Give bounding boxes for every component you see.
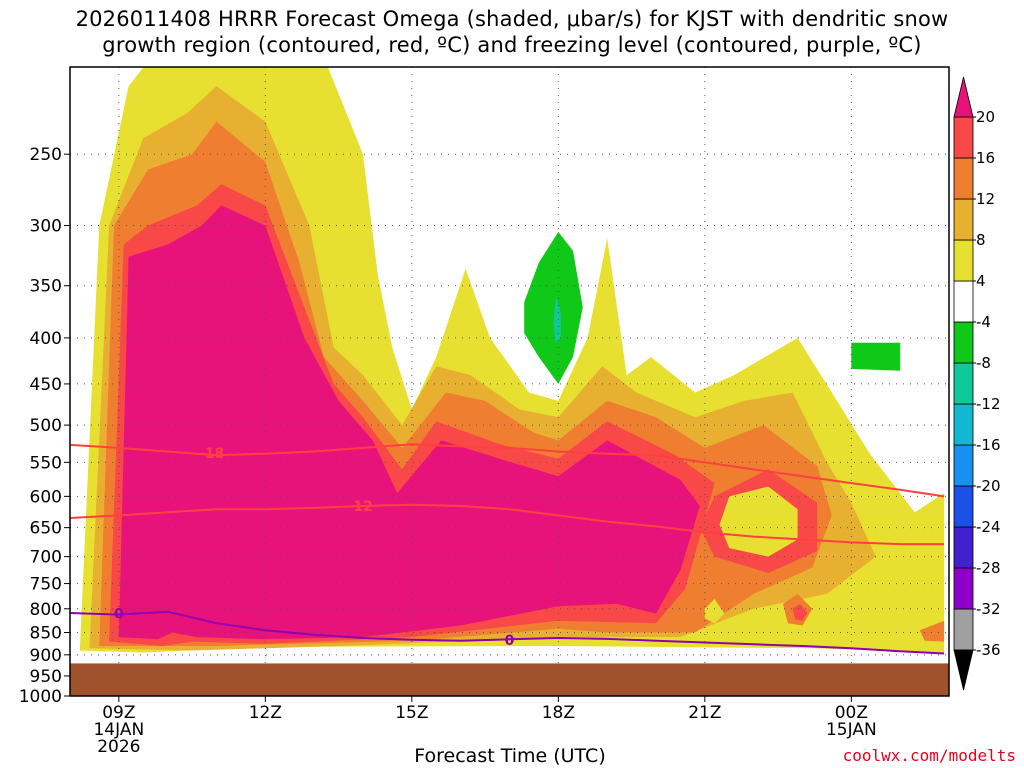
- omega-region-10: [719, 486, 798, 557]
- credit-link[interactable]: coolwx.com/modelts: [842, 746, 1016, 765]
- contour-0: [70, 443, 945, 498]
- x-tick-label-9-0: 09Z: [102, 703, 135, 723]
- colorbar-band-3: [953, 485, 974, 528]
- omega-region-12: [792, 603, 808, 621]
- colorbar-band-0: [953, 608, 974, 651]
- colorbar-band-12: [953, 116, 974, 159]
- colorbar-band-9: [953, 239, 974, 282]
- y-tick-label-700: 700: [30, 548, 62, 568]
- contour-2: [70, 610, 945, 655]
- y-tick-label-850: 850: [30, 623, 62, 643]
- ground-terrain: [70, 663, 949, 696]
- y-tick-label-450: 450: [30, 375, 62, 395]
- y-tick-label-800: 800: [30, 600, 62, 620]
- y-tick-label-400: 400: [30, 329, 62, 349]
- y-axis: 250 300 350 400 450 500 550 600 650 700 750 800 850 9…: [19, 145, 70, 707]
- colorbar-band-11: [953, 157, 974, 200]
- colorbar-arrow-top: [953, 76, 974, 118]
- colorbar-band-6: [953, 362, 974, 405]
- x-tick-label-21-0: 21Z: [688, 703, 721, 723]
- contours: -18 12 0 0: [70, 443, 945, 655]
- chart-title-line2: growth region (contoured, red, ºC) and f…: [102, 33, 922, 57]
- y-tick-label-550: 550: [30, 453, 62, 473]
- colorbar-band-1: [953, 567, 974, 610]
- y-tick-label-600: 600: [30, 487, 62, 507]
- colorbar-label-9: 4: [976, 272, 986, 290]
- omega-region-13: [704, 598, 725, 624]
- colorbar-label-4: -20: [976, 477, 1001, 495]
- y-tick-label-250: 250: [30, 145, 62, 165]
- x-tick-label-9-2: 2026: [97, 737, 140, 757]
- colorbar-arrow-bottom: [953, 649, 974, 691]
- omega-region-14: [919, 620, 945, 642]
- chart-title-line1: 2026011408 HRRR Forecast Omega (shaded, …: [75, 7, 949, 31]
- colorbar-label-0: -36: [976, 641, 1001, 659]
- x-tick-label-24-1: 15JAN: [826, 720, 877, 740]
- colorbar-band-8: [953, 280, 974, 323]
- x-tick-label-12-0: 12Z: [249, 703, 282, 723]
- colorbar-label-6: -12: [976, 395, 1001, 413]
- colorbar-band-7: [953, 321, 974, 364]
- x-axis-label: Forecast Time (UTC): [414, 745, 606, 767]
- colorbar-label-1: -32: [976, 600, 1001, 618]
- x-tick-label-15-0: 15Z: [395, 703, 428, 723]
- contour-1: [70, 503, 945, 546]
- omega-region-6: [851, 342, 901, 371]
- plot-frame: [69, 66, 950, 697]
- colorbar-label-3: -24: [976, 518, 1001, 536]
- contour-label-1: 12: [353, 499, 372, 515]
- y-tick-label-300: 300: [30, 216, 62, 236]
- colorbar-band-5: [953, 403, 974, 446]
- colorbar-label-2: -28: [976, 559, 1001, 577]
- y-tick-label-650: 650: [30, 519, 62, 539]
- y-tick-label-750: 750: [30, 575, 62, 595]
- colorbar-label-7: -8: [976, 354, 991, 372]
- colorbar: -36 -32 -28 -24 -20 -16 -12 -8 -4 4 8 12 16 20: [953, 76, 1001, 691]
- grid-lines: [70, 67, 949, 664]
- colorbar-label-5: -16: [976, 436, 1001, 454]
- colorbar-label-12: 16: [976, 149, 995, 167]
- colorbar-label-11: 12: [976, 190, 995, 208]
- y-tick-label-350: 350: [30, 277, 62, 297]
- x-tick-label-9-1: 14JAN: [93, 720, 144, 740]
- y-tick-label-950: 950: [30, 667, 62, 687]
- contour-label-0: -18: [199, 446, 224, 462]
- y-tick-label-900: 900: [30, 646, 62, 666]
- colorbar-band-10: [953, 198, 974, 241]
- colorbar-label-13: 20: [976, 108, 995, 126]
- x-tick-label-18-0: 18Z: [542, 703, 575, 723]
- colorbar-label-10: 8: [976, 231, 986, 249]
- y-tick-label-1000: 1000: [19, 687, 62, 707]
- colorbar-band-4: [953, 444, 974, 487]
- contour-label-freezing-2: 0: [114, 607, 124, 623]
- x-tick-label-24-0: 00Z: [835, 703, 868, 723]
- colorbar-label-8: -4: [976, 313, 991, 331]
- omega-shading: [79, 67, 945, 653]
- omega-region-5: [524, 231, 583, 384]
- colorbar-band-2: [953, 526, 974, 569]
- omega-region-7: [553, 296, 561, 343]
- contour-label-2: 0: [505, 633, 515, 649]
- omega-region-4: [118, 205, 700, 640]
- y-tick-label-500: 500: [30, 416, 62, 436]
